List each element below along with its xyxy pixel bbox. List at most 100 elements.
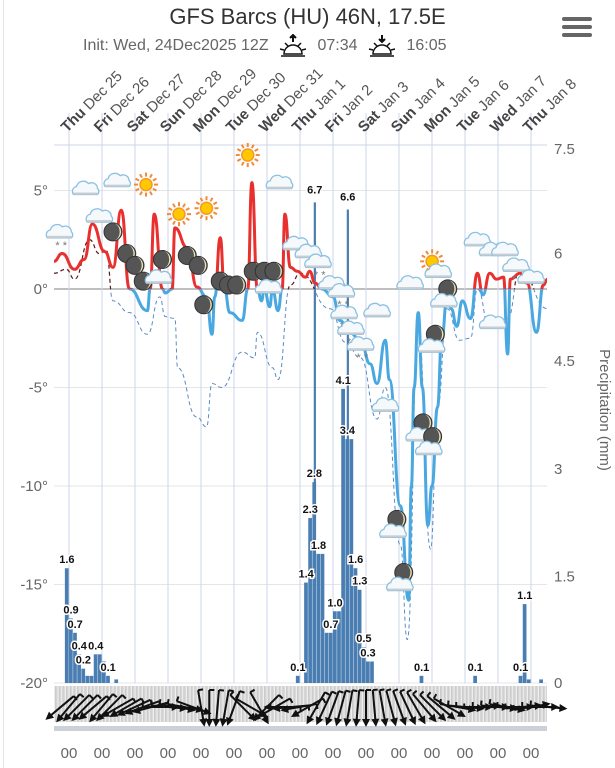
wind-arrowhead: [257, 709, 267, 717]
wind-barb: [96, 694, 102, 700]
sun-ray: [149, 173, 153, 179]
precip-bar: [316, 553, 321, 683]
wind-arrow: [56, 693, 85, 723]
precip-bar: [93, 654, 98, 683]
wind-arrowhead: [71, 712, 80, 722]
precip-bar: [353, 568, 358, 683]
wind-arrow: [352, 689, 365, 727]
wind-shaft: [72, 694, 99, 720]
cloud-base: [387, 588, 412, 591]
precip-bar: [366, 661, 370, 683]
wind-shaft: [103, 697, 134, 717]
wind-arrow: [343, 689, 358, 727]
cloud-shape: [478, 314, 507, 330]
wind-arrowhead: [199, 718, 208, 727]
cloud-base: [431, 304, 456, 307]
cloud-base: [319, 287, 344, 290]
hour-label: 00: [325, 745, 342, 762]
snow-cloud-icon: * *: [304, 253, 332, 281]
sun-ray: [421, 264, 426, 269]
wind-arrowhead: [96, 712, 105, 722]
wind-arrow: [378, 688, 389, 727]
wind-arrowhead: [306, 715, 314, 725]
precip-label: 0.1: [414, 662, 429, 674]
dewpoint-line-above-zero: [54, 239, 535, 289]
cloud-icon: [254, 279, 283, 294]
moon-cloud-icon: [386, 563, 414, 592]
cloud-shape: [346, 336, 375, 351]
precip-bar: [349, 439, 354, 683]
wind-shaft: [392, 690, 406, 724]
moon-cloud-icon: [414, 427, 443, 456]
wind-barb: [278, 694, 284, 700]
wind-barb: [175, 696, 180, 702]
precip-label: 2.3: [303, 504, 318, 516]
hamburger-menu-icon[interactable]: [562, 17, 592, 41]
cloud-base: [398, 287, 422, 290]
cloud-icon: [103, 172, 132, 188]
cloud-shape: [396, 275, 424, 290]
precip-bar: [106, 675, 110, 683]
wind-shaft: [433, 697, 464, 717]
moon-disc: [264, 261, 284, 281]
cloud-base: [332, 316, 356, 319]
sun-ray: [438, 254, 444, 259]
sun-disc: [139, 177, 153, 192]
precip-label: 1.1: [517, 590, 532, 602]
y-left-tick-label: -20°: [20, 675, 48, 692]
wind-arrow: [399, 688, 416, 726]
wind-barb: [112, 693, 118, 698]
sun-ray: [250, 161, 255, 166]
sun-icon: [194, 196, 219, 221]
hour-label: 00: [490, 745, 507, 762]
wind-arrowhead: [559, 704, 568, 713]
sun-ray: [172, 220, 176, 226]
wind-shaft: [412, 693, 436, 721]
sun-ray: [209, 214, 214, 220]
sun-ray: [152, 177, 157, 182]
hour-label: 00: [424, 745, 441, 762]
wind-barb: [379, 688, 385, 692]
precip-label: 0.9: [63, 604, 78, 616]
precip-label: 6.7: [307, 184, 322, 196]
navigator-scrollbar[interactable]: [54, 726, 547, 731]
wind-shaft: [197, 690, 205, 724]
cloud-icon: [265, 174, 294, 190]
wind-arrowhead: [132, 706, 141, 714]
precip-label: 2.8: [307, 468, 322, 480]
cloud-shape: [71, 180, 100, 196]
wind-arrow: [219, 689, 234, 727]
wind-arrowhead: [399, 716, 407, 726]
sun-ray: [195, 201, 201, 206]
wind-barb: [488, 698, 492, 705]
wind-arrowhead: [109, 709, 119, 717]
snowflake: * *: [55, 240, 67, 252]
hour-label: 00: [457, 745, 474, 762]
wind-barb: [239, 690, 245, 694]
precip-bar: [518, 675, 523, 683]
wind-barb: [439, 698, 442, 705]
hour-label: 00: [259, 745, 276, 762]
precip-bar: [473, 675, 477, 683]
moon-crescent: [405, 564, 412, 582]
wind-arrowhead: [101, 709, 111, 717]
y-left-tick-label: 5°: [34, 183, 48, 200]
cloud-icon: [85, 208, 114, 223]
cloud-icon: [478, 314, 507, 330]
sun-ray: [195, 211, 201, 216]
wind-arrowhead: [56, 713, 65, 723]
precip-bar: [114, 679, 119, 683]
wind-arrowhead: [362, 719, 370, 727]
cloud-shape: [337, 320, 365, 336]
sun-disc: [241, 148, 255, 162]
y-right-axis-title: Precipitation (mm): [596, 349, 613, 471]
wind-shaft: [249, 691, 269, 723]
cloud-shape: [144, 269, 173, 284]
precip-bar: [102, 661, 106, 683]
wind-arrow: [290, 697, 327, 717]
cloud-shape: [254, 279, 283, 294]
y-left-tick-label: -15°: [20, 577, 48, 594]
precip-bar: [89, 675, 94, 683]
wind-arrowhead: [212, 718, 221, 727]
